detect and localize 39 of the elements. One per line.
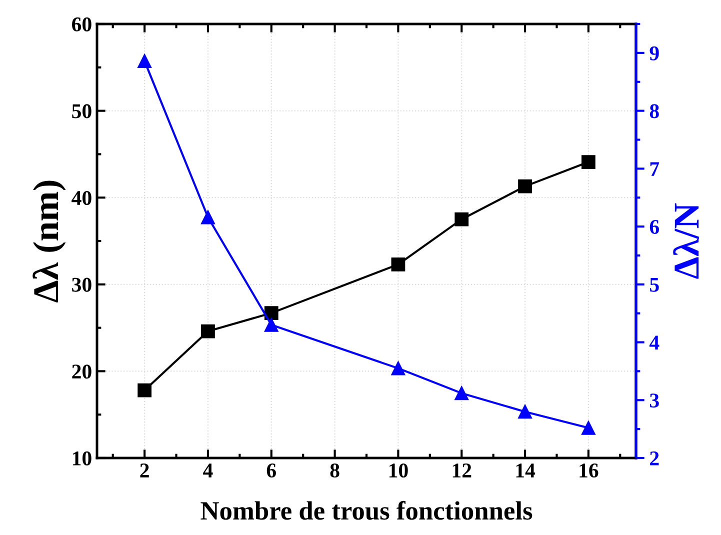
point	[518, 179, 532, 194]
y2-tick-label: 8	[650, 104, 659, 118]
y-tick-label: 50	[72, 104, 92, 118]
y-tick-label: 10	[72, 451, 92, 466]
y2-tick-label: 5	[650, 278, 659, 292]
point	[454, 386, 469, 400]
x-tick-label: 16	[580, 464, 598, 478]
x-tick-label: 6	[266, 464, 276, 478]
y2-tick-label: 2	[650, 451, 659, 466]
point	[138, 54, 152, 68]
y-tick-label: 20	[72, 364, 92, 379]
point	[201, 210, 215, 224]
x-axis-title: Nombre de trous fonctionnels	[200, 500, 532, 520]
point	[201, 324, 215, 338]
x-tick-label: 14	[516, 464, 536, 478]
y2-tick-label: 9	[650, 46, 659, 60]
y2-tick-label: 7	[650, 162, 660, 176]
y-axis-title: Δλ (nm)	[32, 180, 66, 302]
point	[264, 306, 278, 320]
y2-tick-label: 3	[650, 394, 659, 408]
point	[391, 361, 406, 376]
y-tick-label: 40	[72, 190, 92, 206]
point	[581, 155, 596, 169]
point	[138, 383, 152, 398]
point	[518, 404, 532, 419]
y-tick-label: 30	[72, 278, 92, 292]
x-tick-label: 4	[203, 464, 213, 478]
point	[581, 420, 596, 435]
x-tick-label: 10	[389, 463, 408, 478]
y2-tick-label: 6	[650, 220, 659, 234]
x-tick-label: 12	[452, 464, 472, 478]
point	[454, 212, 469, 226]
y2-axis-title: Δλ/N	[673, 203, 699, 279]
y-tick-label: 60	[72, 17, 92, 32]
point	[391, 257, 406, 272]
x-tick-label: 2	[140, 464, 149, 478]
point	[264, 318, 278, 332]
x-tick-label: 8	[330, 463, 340, 478]
y2-tick-label: 4	[649, 336, 660, 350]
